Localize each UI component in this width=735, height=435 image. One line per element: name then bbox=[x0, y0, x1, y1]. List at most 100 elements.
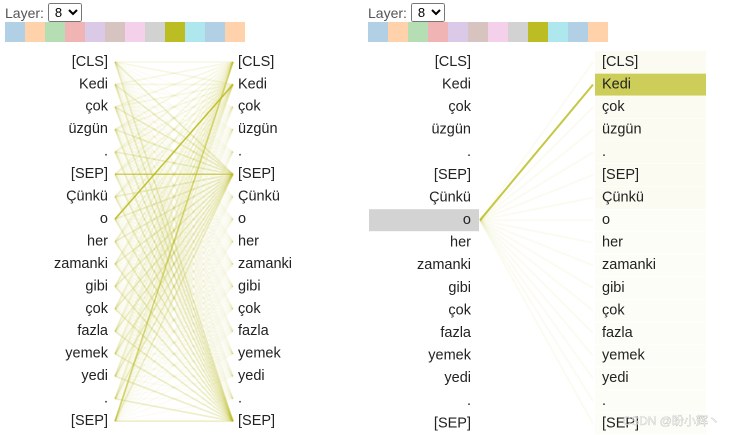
head-swatch[interactable] bbox=[165, 22, 185, 42]
right-token[interactable]: gibi bbox=[602, 280, 625, 296]
right-token[interactable]: [CLS] bbox=[238, 54, 274, 70]
left-token[interactable]: çok bbox=[448, 302, 471, 318]
right-token[interactable]: üzgün bbox=[602, 122, 642, 138]
right-token[interactable]: Çünkü bbox=[602, 189, 644, 205]
right-token[interactable]: çok bbox=[602, 302, 625, 318]
left-token[interactable]: Çünkü bbox=[429, 189, 471, 205]
left-token[interactable]: üzgün bbox=[431, 122, 471, 138]
left-token[interactable]: çok bbox=[85, 301, 108, 317]
left-token[interactable]: [CLS] bbox=[435, 54, 471, 70]
left-token[interactable]: yedi bbox=[444, 370, 471, 386]
right-token[interactable]: çok bbox=[238, 99, 261, 115]
right-token[interactable]: fazla bbox=[602, 325, 634, 341]
right-token[interactable]: . bbox=[238, 391, 242, 407]
left-token[interactable]: her bbox=[450, 235, 471, 251]
left-token[interactable]: çok bbox=[448, 99, 471, 115]
right-token[interactable]: her bbox=[238, 233, 259, 249]
left-token[interactable]: çok bbox=[85, 99, 108, 115]
left-token[interactable]: üzgün bbox=[68, 121, 108, 137]
attention-line bbox=[114, 375, 234, 422]
attention-line bbox=[114, 106, 234, 310]
right-token[interactable]: çok bbox=[602, 99, 625, 115]
head-swatch[interactable] bbox=[508, 22, 528, 42]
right-token[interactable]: yemek bbox=[602, 348, 645, 364]
left-token[interactable]: gibi bbox=[448, 280, 471, 296]
left-token[interactable]: o bbox=[463, 212, 471, 228]
attention-line bbox=[114, 173, 234, 220]
head-swatch[interactable] bbox=[205, 22, 225, 42]
right-token[interactable]: Kedi bbox=[602, 76, 631, 92]
head-swatch[interactable] bbox=[488, 22, 508, 42]
attention-line bbox=[114, 83, 234, 108]
left-token[interactable]: fazla bbox=[77, 323, 109, 339]
left-token[interactable]: yemek bbox=[65, 346, 108, 362]
left-token[interactable]: . bbox=[104, 144, 108, 160]
head-swatch[interactable] bbox=[428, 22, 448, 42]
right-token[interactable]: gibi bbox=[238, 278, 261, 294]
left-token[interactable]: Çünkü bbox=[66, 189, 108, 205]
right-token[interactable]: yemek bbox=[238, 346, 281, 362]
right-token[interactable]: Çünkü bbox=[238, 189, 280, 205]
left-token[interactable]: fazla bbox=[440, 325, 472, 341]
attention-line bbox=[114, 218, 234, 377]
left-token[interactable]: Kedi bbox=[79, 76, 108, 92]
left-token[interactable]: her bbox=[87, 233, 108, 249]
left-token[interactable]: . bbox=[104, 391, 108, 407]
head-swatch[interactable] bbox=[25, 22, 45, 42]
left-token[interactable]: [SEP] bbox=[71, 413, 108, 429]
right-token[interactable]: Kedi bbox=[238, 76, 267, 92]
head-swatch[interactable] bbox=[5, 22, 25, 42]
left-token[interactable]: yemek bbox=[428, 348, 471, 364]
left-token[interactable]: o bbox=[100, 211, 108, 227]
left-token[interactable]: [SEP] bbox=[434, 415, 471, 431]
left-token[interactable]: . bbox=[467, 393, 471, 409]
left-token[interactable]: [CLS] bbox=[72, 54, 108, 70]
head-swatch[interactable] bbox=[225, 22, 245, 42]
head-swatch[interactable] bbox=[368, 22, 388, 42]
right-token[interactable]: [CLS] bbox=[602, 54, 638, 70]
head-swatch[interactable] bbox=[125, 22, 145, 42]
right-token[interactable]: çok bbox=[238, 301, 261, 317]
left-token[interactable]: Kedi bbox=[442, 76, 471, 92]
right-token[interactable]: . bbox=[238, 144, 242, 160]
head-swatch[interactable] bbox=[468, 22, 488, 42]
left-token[interactable]: zamanki bbox=[54, 256, 108, 272]
head-swatch[interactable] bbox=[528, 22, 548, 42]
head-swatch[interactable] bbox=[45, 22, 65, 42]
head-swatch[interactable] bbox=[65, 22, 85, 42]
head-swatch[interactable] bbox=[85, 22, 105, 42]
right-token[interactable]: . bbox=[602, 393, 606, 409]
attention-line bbox=[114, 173, 234, 422]
left-token[interactable]: [SEP] bbox=[71, 166, 108, 182]
right-token[interactable]: zamanki bbox=[602, 257, 656, 273]
right-token[interactable]: [SEP] bbox=[602, 167, 639, 183]
right-token[interactable]: . bbox=[602, 144, 606, 160]
head-swatch[interactable] bbox=[548, 22, 568, 42]
head-swatch[interactable] bbox=[588, 22, 608, 42]
right-token[interactable]: üzgün bbox=[238, 121, 278, 137]
right-token[interactable]: fazla bbox=[238, 323, 270, 339]
head-swatch[interactable] bbox=[448, 22, 468, 42]
left-token[interactable]: zamanki bbox=[417, 257, 471, 273]
right-token[interactable]: her bbox=[602, 235, 623, 251]
head-swatch[interactable] bbox=[185, 22, 205, 42]
right-token[interactable]: [SEP] bbox=[238, 166, 275, 182]
right-token[interactable]: zamanki bbox=[238, 256, 292, 272]
head-swatch[interactable] bbox=[145, 22, 165, 42]
left-token[interactable]: gibi bbox=[85, 278, 108, 294]
left-token[interactable]: . bbox=[467, 144, 471, 160]
right-token[interactable]: yedi bbox=[602, 370, 629, 386]
head-swatch[interactable] bbox=[105, 22, 125, 42]
right-token[interactable]: [SEP] bbox=[602, 415, 639, 431]
right-token[interactable]: o bbox=[602, 212, 610, 228]
layer-select[interactable]: 8 bbox=[410, 3, 445, 22]
layer-select[interactable]: 8 bbox=[47, 3, 82, 22]
head-swatch[interactable] bbox=[568, 22, 588, 42]
left-token[interactable]: yedi bbox=[81, 368, 108, 384]
head-swatch[interactable] bbox=[408, 22, 428, 42]
right-token[interactable]: o bbox=[238, 211, 246, 227]
left-token[interactable]: [SEP] bbox=[434, 167, 471, 183]
right-token[interactable]: yedi bbox=[238, 368, 265, 384]
head-swatch[interactable] bbox=[388, 22, 408, 42]
right-token[interactable]: [SEP] bbox=[238, 413, 275, 429]
